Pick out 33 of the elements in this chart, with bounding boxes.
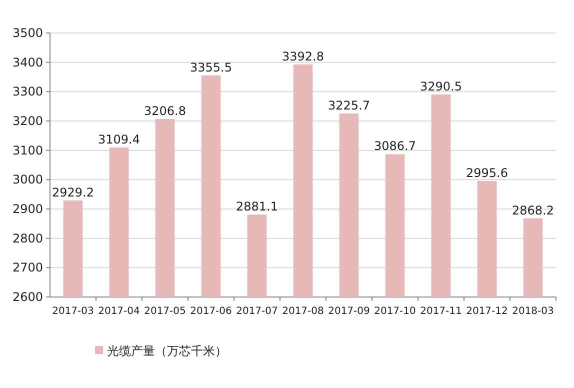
y-tick-label: 3000 xyxy=(12,172,43,187)
y-tick-label: 3200 xyxy=(12,114,43,128)
x-tick-label: 2017-12 xyxy=(466,306,508,317)
data-label: 3109.4 xyxy=(98,132,140,147)
data-label: 2929.2 xyxy=(52,185,94,200)
data-label: 3206.8 xyxy=(144,104,186,118)
x-tick-label: 2017-06 xyxy=(190,306,232,317)
x-tick-label: 2017-10 xyxy=(374,306,416,317)
data-label: 2868.2 xyxy=(512,203,554,218)
data-label: 3355.5 xyxy=(190,60,232,74)
y-tick-label: 3500 xyxy=(12,26,43,40)
y-tick-label: 2800 xyxy=(12,231,43,246)
legend-label: 光缆产量（万芯千米） xyxy=(107,344,227,358)
data-label: 3086.7 xyxy=(374,139,416,154)
y-tick-label: 3100 xyxy=(12,143,43,158)
y-tick-label: 3300 xyxy=(12,84,43,99)
y-tick-label: 2700 xyxy=(12,260,43,275)
x-tick-label: 2017-08 xyxy=(282,306,324,317)
data-label: 3225.7 xyxy=(328,98,370,112)
x-tick-label: 2017-04 xyxy=(98,306,140,317)
x-tick-label: 2017-07 xyxy=(236,306,278,317)
y-tick-label: 2600 xyxy=(12,290,43,304)
data-label: 2995.6 xyxy=(466,166,508,180)
y-tick-label: 3400 xyxy=(12,55,43,70)
data-label: 2881.1 xyxy=(236,200,278,214)
x-tick-label: 2017-09 xyxy=(328,306,370,317)
data-label: 3290.5 xyxy=(420,79,462,94)
x-tick-label: 2017-03 xyxy=(52,306,94,317)
x-tick-label: 2018-03 xyxy=(512,306,554,317)
x-tick-label: 2017-11 xyxy=(420,306,462,317)
x-tick-label: 2017-05 xyxy=(144,306,186,317)
y-tick-label: 2900 xyxy=(12,202,43,216)
data-label: 3392.8 xyxy=(282,49,324,64)
